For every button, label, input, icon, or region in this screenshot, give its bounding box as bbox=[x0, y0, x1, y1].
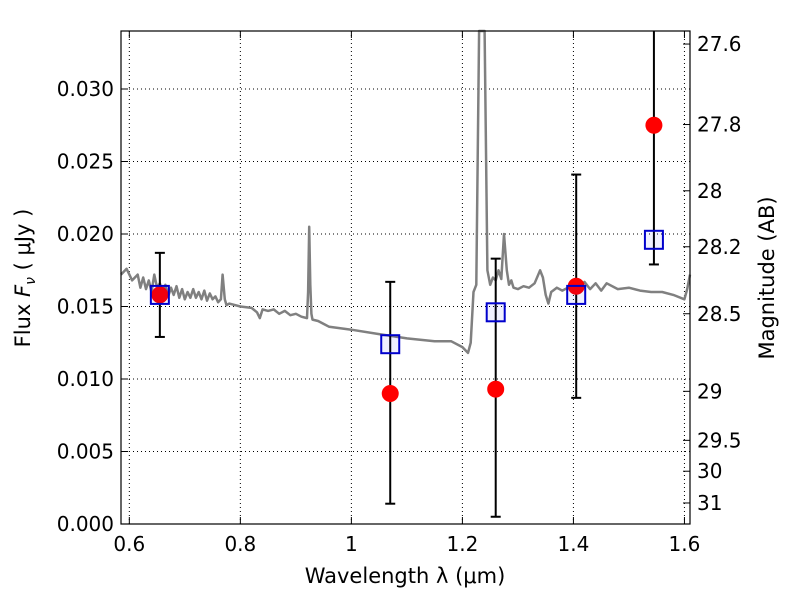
right-tick-label: 28.2 bbox=[697, 235, 742, 259]
model-square bbox=[485, 302, 506, 323]
right-tick-label: 27.8 bbox=[697, 113, 742, 137]
model-squares bbox=[149, 229, 664, 355]
observed-points bbox=[151, 116, 663, 402]
x-tick-label: 1.4 bbox=[558, 532, 590, 556]
spectrum-group bbox=[120, 29, 692, 355]
y-tick-label: 0.000 bbox=[57, 512, 114, 536]
axes-frame bbox=[120, 30, 691, 525]
grid-lines bbox=[121, 31, 690, 525]
y-tick-label: 0.020 bbox=[57, 222, 114, 246]
y-tick-label: 0.010 bbox=[57, 367, 114, 391]
tick-labels: 0.6 0.8 1 1.2 1.4 1.6 0.000 0.005 0.010 0.015 0.02… bbox=[57, 32, 742, 556]
y-axis-title-symbol: F bbox=[11, 284, 35, 297]
model-square bbox=[566, 284, 587, 305]
y-tick-label: 0.030 bbox=[57, 77, 114, 101]
x-tick-label: 0.8 bbox=[224, 532, 256, 556]
right-tick-label: 28.5 bbox=[697, 302, 742, 326]
x-tick-label: 0.6 bbox=[113, 532, 145, 556]
observed-point bbox=[381, 385, 399, 402]
right-tick-label: 29 bbox=[697, 379, 722, 403]
right-axis-title: Magnitude (AB) bbox=[755, 196, 779, 359]
y-axis-title: Flux Fν ( μJy ) bbox=[11, 209, 39, 348]
model-square bbox=[643, 229, 664, 250]
y-tick-label: 0.015 bbox=[57, 295, 114, 319]
x-tick-label: 1.6 bbox=[669, 532, 701, 556]
model-square bbox=[380, 334, 401, 355]
observed-point bbox=[645, 116, 663, 134]
tick-marks bbox=[121, 31, 690, 525]
y-tick-label: 0.025 bbox=[57, 150, 114, 174]
right-tick-label: 27.6 bbox=[697, 32, 742, 56]
spectrum-line bbox=[120, 29, 692, 355]
right-tick-label: 31 bbox=[697, 491, 722, 515]
y-tick-label: 0.005 bbox=[57, 440, 114, 464]
y-axis-title-prefix: Flux bbox=[11, 297, 35, 347]
right-tick-label: 29.5 bbox=[697, 428, 742, 452]
y-axis-title-suffix: ( μJy ) bbox=[11, 209, 35, 277]
error-bars bbox=[154, 31, 659, 518]
right-tick-label: 30 bbox=[697, 459, 722, 483]
x-tick-label: 1 bbox=[345, 532, 358, 556]
model-square bbox=[149, 284, 170, 305]
observed-point bbox=[487, 380, 505, 398]
x-tick-label: 1.2 bbox=[446, 532, 478, 556]
plot-frame bbox=[120, 30, 691, 525]
y-axis-title-subscript: ν bbox=[23, 277, 39, 285]
right-tick-label: 28 bbox=[697, 179, 722, 203]
x-axis-title: Wavelength λ (μm) bbox=[305, 564, 506, 588]
